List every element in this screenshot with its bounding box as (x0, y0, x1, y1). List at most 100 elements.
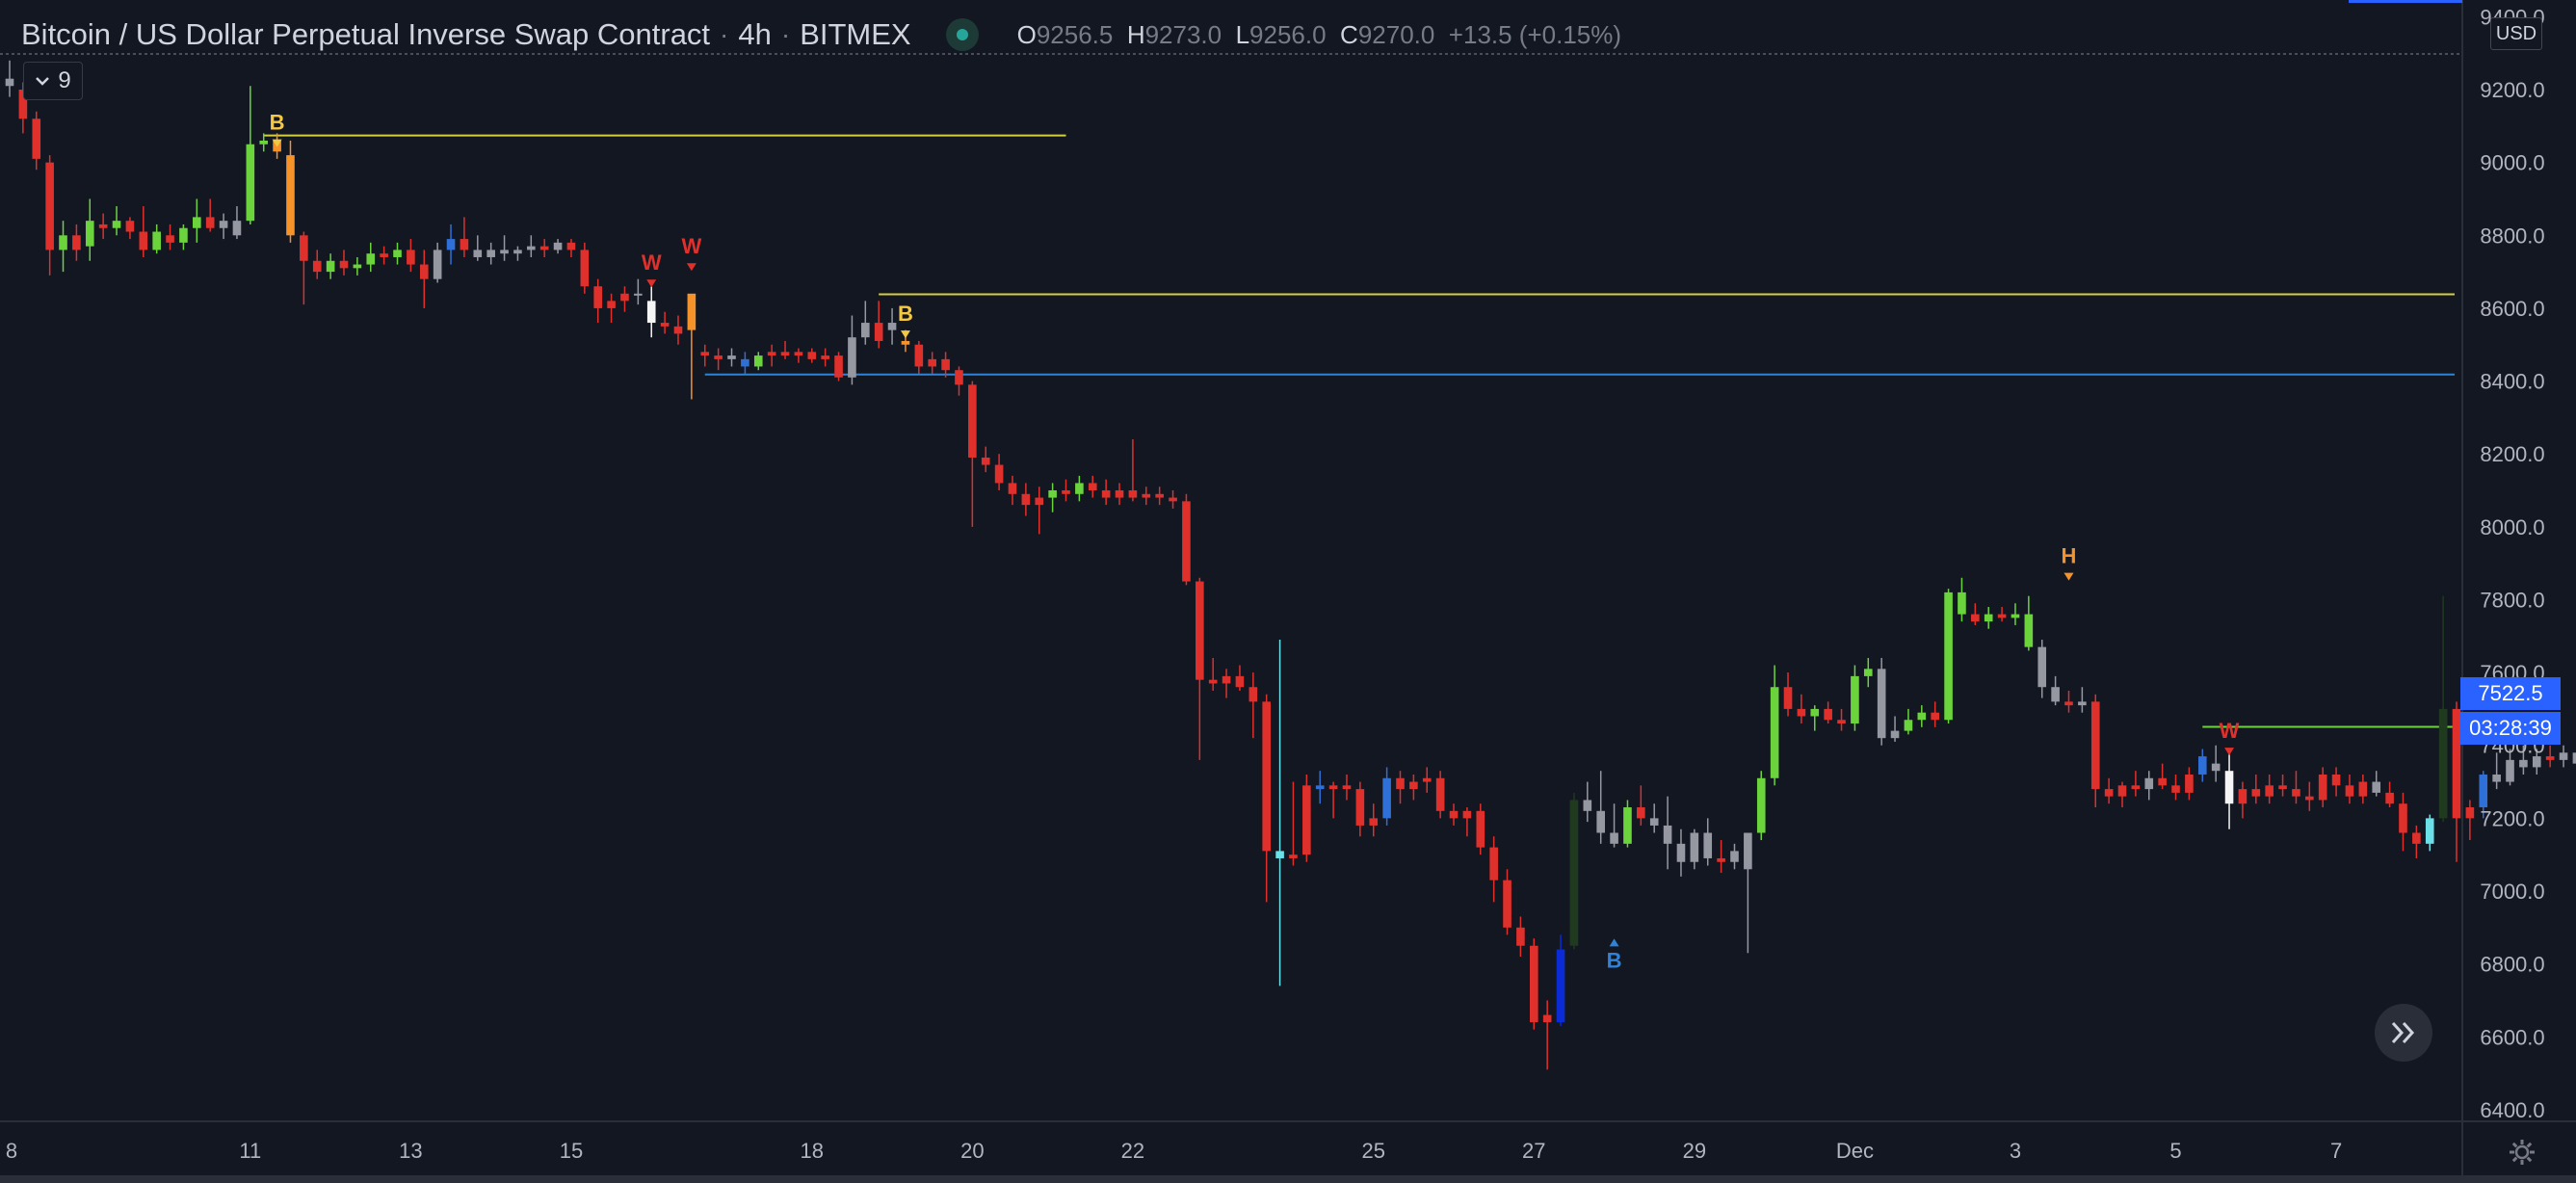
candle-body (941, 358, 950, 371)
candle-body (1355, 789, 1365, 826)
candle-body (2238, 789, 2247, 804)
candle-77 (1035, 486, 1044, 535)
candle-163 (2185, 767, 2194, 801)
candle-body (2305, 796, 2314, 801)
signal-marker-1: W (642, 250, 662, 288)
indicators-toggle-button[interactable]: 9 (23, 62, 83, 100)
candle-body (2506, 759, 2514, 782)
candle-body (1797, 708, 1806, 717)
candle-body (419, 264, 429, 279)
open-value: 9256.5 (1036, 19, 1114, 49)
candle-105 (1409, 774, 1418, 801)
x-tick-label: 25 (1361, 1139, 1384, 1163)
candle-46 (620, 286, 629, 312)
last-price-tag: 7522.5 (2460, 677, 2561, 710)
candle-19 (259, 133, 269, 152)
signal-arrow (1609, 938, 1619, 947)
candle-body (393, 250, 402, 257)
candle-body (634, 293, 643, 296)
candle-87 (1169, 490, 1177, 509)
candle-11 (152, 223, 161, 254)
candle-52 (700, 344, 710, 367)
candle-64 (861, 301, 870, 345)
candle-70 (941, 352, 950, 378)
candle-body (861, 323, 870, 338)
x-tick-label: 5 (2169, 1139, 2181, 1163)
candle-126 (1690, 828, 1699, 870)
interval-label[interactable]: 4h (738, 17, 772, 51)
signal-label: W (2220, 719, 2240, 743)
candle-body (1637, 807, 1645, 819)
ohlc-readout: O9256.5 H9273.0 L9256.0 C9270.0 +13.5 (+… (1017, 20, 1621, 50)
candle-body (1783, 687, 1793, 709)
candle-body (1610, 832, 1618, 844)
candle-body (1489, 847, 1498, 881)
candle-96 (1289, 781, 1298, 866)
candle-146 (1958, 577, 1966, 622)
signal-marker-2: W (681, 234, 701, 272)
symbol-title[interactable]: Bitcoin / US Dollar Perpetual Inverse Sw… (21, 17, 711, 51)
candle-122 (1637, 785, 1645, 826)
signal-arrow (2224, 748, 2235, 756)
candle-85 (1142, 486, 1151, 506)
candle-50 (673, 315, 683, 345)
candle-89 (1195, 577, 1204, 760)
candle-95 (1275, 640, 1284, 986)
candle-body (1315, 785, 1325, 790)
candle-body (219, 221, 228, 228)
y-tick-label: 8800.0 (2480, 223, 2544, 248)
candle-73 (981, 446, 990, 473)
candle-body (1476, 810, 1485, 848)
candle-111 (1489, 836, 1498, 903)
candle-10 (139, 206, 148, 257)
candle-body (300, 235, 308, 261)
candle-107 (1435, 771, 1445, 819)
x-tick-label: 11 (239, 1139, 261, 1163)
candle-159 (2131, 771, 2141, 797)
candle-body (1182, 501, 1191, 582)
currency-badge[interactable]: USD (2490, 17, 2542, 50)
y-tick-label: 9200.0 (2480, 78, 2544, 102)
candle-body (2345, 785, 2354, 797)
candle-body (1382, 777, 1391, 819)
open-label: O (1016, 19, 1037, 49)
market-status-icon[interactable] (945, 18, 979, 51)
x-tick-label: 22 (1121, 1139, 1144, 1163)
signal-arrow (900, 330, 910, 339)
candle-body (673, 326, 683, 334)
candle-23 (312, 250, 322, 279)
candle-body (539, 246, 549, 250)
x-tick-label: 27 (1522, 1139, 1545, 1163)
candle-body (2011, 614, 2020, 618)
candle-body (1756, 777, 1766, 833)
candle-body (2331, 774, 2341, 786)
candle-49 (660, 311, 670, 334)
candle-55 (741, 352, 749, 374)
scroll-to-realtime-button[interactable] (2375, 1004, 2432, 1062)
candle-161 (2158, 763, 2167, 790)
candle-169 (2265, 774, 2274, 804)
candle-body (834, 355, 843, 378)
candle-body (1409, 781, 1418, 790)
chart-settings-button[interactable] (2503, 1133, 2541, 1171)
candle-127 (1703, 818, 1713, 866)
candle-body (166, 235, 174, 243)
signal-arrow (686, 263, 697, 272)
candle-100 (1342, 774, 1352, 801)
candle-body (139, 231, 148, 250)
candle-117 (1569, 792, 1579, 950)
candle-162 (2171, 774, 2180, 801)
candle-body (366, 253, 376, 265)
candle-116 (1556, 934, 1565, 1026)
signal-marker-0: B (270, 111, 285, 147)
low-value: 9256.0 (1249, 19, 1327, 49)
y-tick-label: 6400.0 (2480, 1098, 2544, 1122)
candle-body (1128, 490, 1138, 498)
high-label: H (1126, 19, 1145, 49)
candle-16 (219, 213, 228, 240)
candle-45 (607, 293, 616, 324)
candle-body (2479, 774, 2488, 808)
candle-110 (1476, 803, 1485, 855)
x-tick-label: Dec (1836, 1139, 1874, 1163)
